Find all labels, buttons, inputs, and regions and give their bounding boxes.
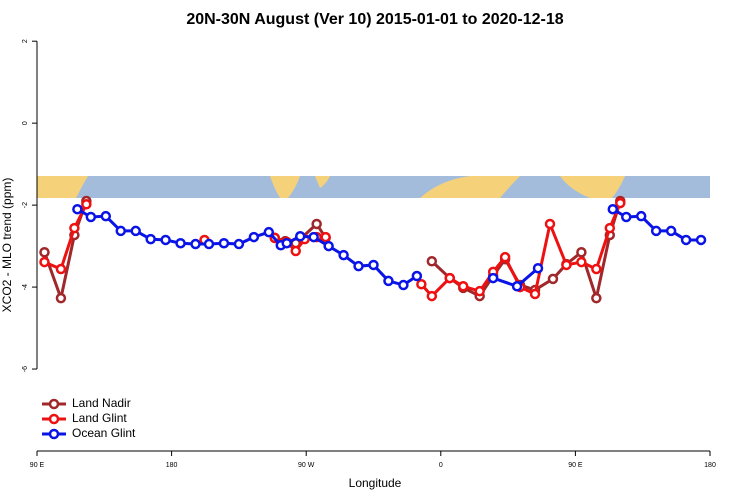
- point: [650, 225, 662, 237]
- point: [72, 203, 83, 215]
- point: [411, 270, 423, 282]
- point: [561, 259, 572, 271]
- point: [665, 225, 677, 237]
- point: [311, 218, 322, 230]
- legend-label: Land Nadir: [72, 396, 131, 410]
- map-strip: [37, 176, 710, 198]
- x-tick-label: 90 W: [298, 462, 315, 469]
- point: [620, 211, 632, 223]
- point: [487, 272, 499, 284]
- legend-marker: [48, 398, 60, 410]
- point: [695, 234, 707, 246]
- point: [39, 246, 50, 258]
- legend-label: Land Glint: [72, 411, 127, 425]
- y-axis-label: XCO2 - MLO trend (ppm): [0, 178, 14, 313]
- x-axis-label: Longitude: [349, 476, 402, 490]
- point: [233, 238, 245, 250]
- point: [576, 246, 587, 258]
- y-tick-label: -2: [22, 202, 29, 208]
- point: [145, 233, 156, 245]
- point: [383, 275, 394, 287]
- x-tick-label: 180: [166, 462, 178, 469]
- point: [294, 231, 306, 242]
- point: [547, 273, 559, 285]
- y-tick-label: 2: [22, 39, 29, 43]
- point: [203, 238, 215, 250]
- y-tick-label: -6: [22, 366, 29, 372]
- point: [115, 225, 127, 237]
- point: [69, 222, 80, 234]
- point: [474, 285, 485, 297]
- point: [39, 256, 50, 268]
- point: [81, 199, 92, 210]
- x-tick-label: 0: [439, 462, 443, 469]
- point: [499, 251, 511, 263]
- point: [368, 259, 379, 271]
- point: [263, 226, 275, 238]
- x-tick-label: 180: [704, 462, 716, 469]
- point: [290, 245, 301, 257]
- legend-label: Ocean Glint: [72, 426, 136, 440]
- point: [591, 292, 602, 304]
- point: [353, 260, 364, 272]
- point: [338, 249, 349, 261]
- point: [680, 234, 692, 246]
- point: [320, 231, 331, 243]
- point: [190, 238, 201, 250]
- point: [635, 210, 647, 222]
- point: [130, 225, 141, 237]
- point: [85, 211, 97, 223]
- series-line: [76, 207, 418, 287]
- point: [100, 210, 112, 222]
- y-tick-label: -4: [22, 284, 29, 290]
- point: [416, 278, 427, 290]
- point: [426, 290, 438, 302]
- series-line: [43, 203, 88, 272]
- point: [55, 263, 67, 275]
- point: [281, 237, 293, 249]
- chart-title: 20N-30N August (Ver 10) 2015-01-01 to 20…: [186, 11, 563, 28]
- point: [160, 234, 171, 246]
- point: [591, 263, 602, 275]
- point: [55, 292, 67, 304]
- point: [398, 279, 409, 291]
- point: [529, 288, 541, 300]
- point: [248, 231, 260, 243]
- point: [323, 240, 334, 252]
- point: [615, 197, 626, 209]
- legend-marker: [48, 428, 60, 440]
- y-tick-label: 0: [22, 121, 29, 125]
- point: [308, 231, 319, 243]
- legend-marker: [48, 413, 60, 425]
- point: [604, 222, 616, 234]
- point: [218, 237, 230, 249]
- point: [576, 256, 587, 268]
- x-tick-label: 90 E: [568, 462, 583, 469]
- point: [607, 203, 619, 215]
- point: [175, 237, 186, 249]
- point: [532, 262, 544, 274]
- point: [444, 272, 456, 284]
- point: [457, 281, 469, 292]
- point: [511, 281, 523, 292]
- point: [544, 218, 556, 230]
- point: [426, 256, 438, 267]
- x-tick-label: 90 E: [30, 462, 45, 469]
